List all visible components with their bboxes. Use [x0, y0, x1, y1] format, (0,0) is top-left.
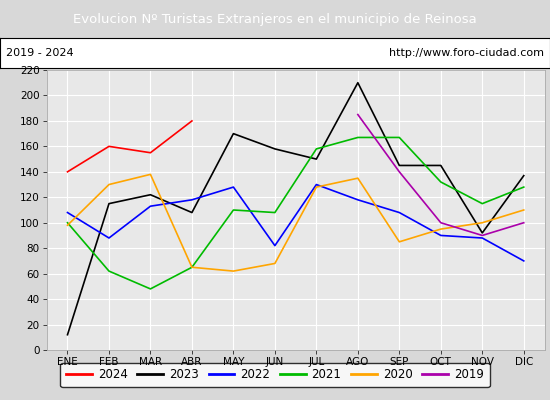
Legend: 2024, 2023, 2022, 2021, 2020, 2019: 2024, 2023, 2022, 2021, 2020, 2019	[60, 362, 490, 388]
Text: 2019 - 2024: 2019 - 2024	[6, 48, 73, 58]
Text: Evolucion Nº Turistas Extranjeros en el municipio de Reinosa: Evolucion Nº Turistas Extranjeros en el …	[73, 12, 477, 26]
Text: http://www.foro-ciudad.com: http://www.foro-ciudad.com	[389, 48, 544, 58]
